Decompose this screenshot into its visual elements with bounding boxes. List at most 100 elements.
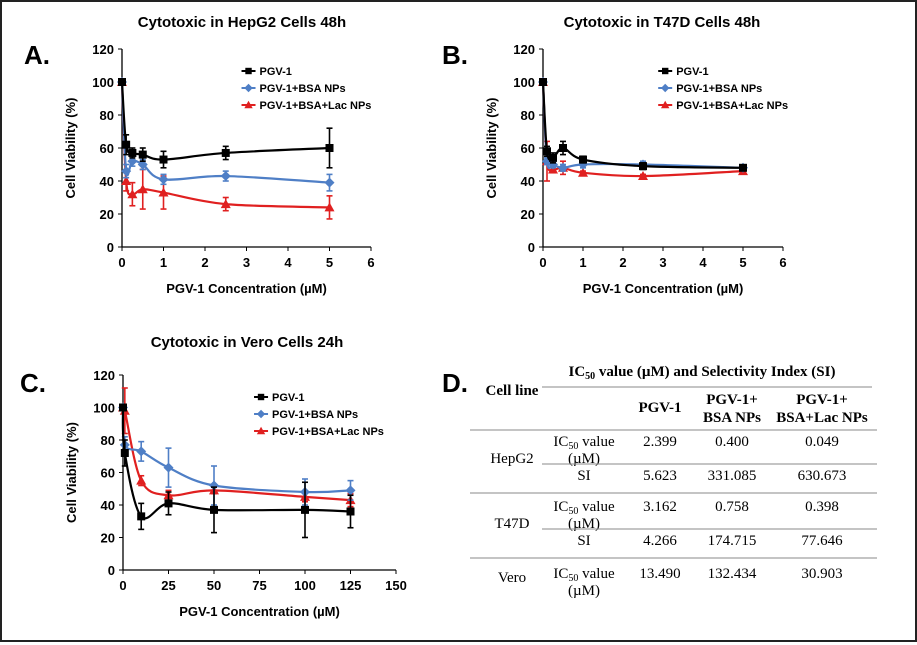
x-tick-label: 150 (385, 578, 407, 593)
legend-label: PGV-1+BSA NPs (272, 409, 358, 421)
data-point (164, 499, 173, 508)
y-tick-label: 0 (107, 240, 114, 255)
y-tick-label: 60 (521, 141, 535, 156)
ic50-value: 2.399 (643, 434, 677, 450)
data-point (256, 409, 266, 419)
panel-letter: A. (24, 40, 50, 70)
x-tick-label: 3 (243, 255, 250, 270)
ic50-label: IC50 value (553, 434, 615, 452)
x-tick-label: 2 (619, 255, 626, 270)
y-tick-label: 60 (101, 466, 115, 481)
header-bsa-line2: BSA NPs (703, 410, 761, 426)
data-point (136, 446, 147, 457)
panel-d-ic50-table: D. IC50 value (µM) and Selectivity Index… (442, 364, 877, 599)
data-point (209, 480, 219, 491)
panel-c-vero-chart: C. Cytotoxic in Vero Cells 24h 0 20 40 60 80 10… (20, 334, 407, 619)
si-label: SI (577, 533, 590, 549)
data-point (639, 162, 647, 171)
y-tick-label: 20 (100, 207, 114, 222)
data-point (256, 426, 266, 435)
x-tick-label: 50 (207, 578, 221, 593)
series-pgv-1 (539, 78, 747, 172)
x-tick-label: 5 (739, 255, 746, 270)
y-axis-title: Cell Viability (%) (64, 422, 79, 523)
y-tick-label: 100 (513, 75, 535, 90)
y-tick-label: 0 (108, 563, 115, 578)
ic50-value: 0.400 (715, 434, 749, 450)
data-point (210, 505, 218, 514)
series-line (120, 81, 330, 184)
chart-title: Cytotoxic in HepG2 Cells 48h (138, 14, 346, 31)
data-point (220, 199, 231, 209)
cell-line-label: HepG2 (490, 451, 533, 467)
data-point (118, 78, 126, 86)
si-label: SI (577, 468, 590, 484)
data-point (163, 462, 174, 473)
x-tick-label: 25 (161, 578, 175, 593)
ic50-value: 30.903 (801, 566, 842, 582)
data-point (121, 176, 132, 185)
cell-line-label: T47D (495, 516, 530, 532)
x-tick-label: 0 (118, 255, 125, 270)
x-tick-label: 4 (699, 255, 707, 270)
data-point (324, 177, 335, 188)
data-point (543, 147, 551, 156)
ic50-value: 3.162 (643, 499, 677, 515)
y-tick-label: 100 (93, 401, 115, 416)
ic50-value: 132.434 (708, 566, 757, 582)
y-tick-label: 60 (100, 141, 114, 156)
ic50-value: 13.490 (639, 566, 680, 582)
data-point (158, 187, 169, 197)
x-axis-title: PGV-1 Concentration (µM) (179, 604, 340, 619)
data-point (122, 140, 131, 149)
panel-b-t47d-chart: B.Cytotoxic in T47D Cells 48h02040608010… (442, 14, 788, 296)
panel-letter-d: D. (442, 368, 468, 398)
x-tick-label: 1 (160, 255, 167, 270)
x-tick-label: 3 (659, 255, 666, 270)
data-point (127, 189, 138, 199)
data-point (137, 184, 148, 194)
x-tick-label: 2 (201, 255, 208, 270)
x-tick-label: 4 (284, 255, 292, 270)
ic50-label: IC50 value (553, 499, 615, 517)
x-axis-title: PGV-1 Concentration (µM) (583, 281, 744, 296)
data-point (159, 155, 168, 164)
data-point (158, 174, 169, 185)
ic50-unit-label: (µM) (568, 451, 600, 467)
series-pgv-1 (118, 78, 334, 169)
y-axis-title: Cell Viability (%) (63, 98, 78, 199)
data-point (662, 67, 669, 75)
data-point (559, 144, 567, 152)
si-value: 331.085 (708, 468, 757, 484)
x-tick-label: 1 (579, 255, 586, 270)
y-tick-label: 80 (101, 433, 115, 448)
x-tick-label: 5 (326, 255, 333, 270)
legend-label: PGV-1+BSA+Lac NPs (272, 426, 384, 438)
series-line (121, 407, 351, 520)
y-tick-label: 20 (521, 207, 535, 222)
data-point (558, 162, 568, 173)
chart-title: Cytotoxic in Vero Cells 24h (151, 334, 344, 351)
data-point (549, 153, 557, 162)
si-value: 4.266 (643, 533, 677, 549)
y-tick-label: 120 (92, 42, 114, 57)
header-cell-line: Cell line (486, 383, 539, 399)
data-point (661, 100, 670, 109)
data-point (221, 148, 230, 157)
legend-label: PGV-1+BSA NPs (260, 83, 346, 95)
y-tick-label: 40 (521, 174, 535, 189)
legend-label: PGV-1+BSA NPs (676, 83, 762, 95)
panel-a-hepg2-chart: A.Cytotoxic in HepG2 Cells 48h0204060801… (24, 14, 375, 296)
data-point (301, 505, 309, 514)
chart-title: Cytotoxic in T47D Cells 48h (564, 14, 761, 31)
x-tick-label: 6 (367, 255, 374, 270)
header-lac-line2: BSA+Lac NPs (776, 410, 868, 426)
data-point (578, 167, 588, 177)
ic50-value: 0.398 (805, 499, 839, 515)
y-tick-label: 100 (92, 75, 114, 90)
data-point (120, 449, 129, 457)
data-point (638, 171, 648, 181)
x-tick-label: 125 (340, 578, 362, 593)
